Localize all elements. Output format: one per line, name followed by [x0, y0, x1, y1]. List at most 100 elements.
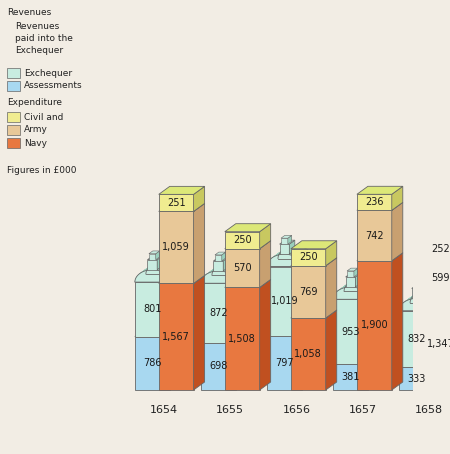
Polygon shape — [208, 265, 220, 273]
Polygon shape — [344, 280, 356, 288]
Polygon shape — [340, 281, 351, 290]
Polygon shape — [346, 279, 357, 287]
Polygon shape — [204, 267, 216, 276]
Polygon shape — [410, 291, 422, 299]
Polygon shape — [399, 311, 434, 367]
Polygon shape — [260, 280, 270, 390]
Text: 1,019: 1,019 — [270, 296, 298, 306]
Polygon shape — [356, 280, 367, 288]
Polygon shape — [424, 291, 436, 300]
Polygon shape — [392, 186, 403, 210]
Polygon shape — [291, 266, 326, 318]
Polygon shape — [357, 210, 392, 261]
Polygon shape — [201, 273, 212, 281]
Polygon shape — [260, 224, 270, 249]
Polygon shape — [359, 281, 371, 289]
Polygon shape — [404, 294, 415, 302]
Polygon shape — [277, 247, 288, 256]
Polygon shape — [225, 241, 270, 249]
Polygon shape — [201, 283, 236, 342]
Polygon shape — [291, 247, 303, 256]
Text: 1,508: 1,508 — [228, 334, 256, 344]
Text: Expenditure: Expenditure — [7, 98, 63, 107]
Polygon shape — [363, 283, 375, 291]
Polygon shape — [267, 256, 279, 265]
Text: 797: 797 — [275, 358, 294, 368]
Text: 570: 570 — [233, 263, 252, 273]
Polygon shape — [409, 291, 421, 300]
Polygon shape — [360, 281, 372, 289]
Polygon shape — [135, 270, 170, 282]
Polygon shape — [167, 267, 178, 276]
Polygon shape — [300, 253, 311, 262]
Polygon shape — [149, 254, 156, 260]
Polygon shape — [356, 273, 361, 287]
Polygon shape — [392, 253, 403, 390]
Polygon shape — [268, 254, 279, 262]
Polygon shape — [401, 296, 413, 305]
Polygon shape — [297, 250, 309, 259]
Polygon shape — [157, 262, 168, 270]
Polygon shape — [146, 262, 158, 271]
Polygon shape — [202, 271, 213, 279]
Polygon shape — [333, 289, 344, 298]
Polygon shape — [292, 247, 304, 256]
Polygon shape — [286, 246, 298, 254]
Polygon shape — [147, 262, 159, 270]
Polygon shape — [224, 264, 236, 272]
Polygon shape — [166, 266, 177, 275]
Polygon shape — [357, 280, 369, 288]
Polygon shape — [418, 291, 430, 299]
Polygon shape — [343, 280, 355, 288]
Polygon shape — [229, 266, 241, 274]
Polygon shape — [201, 272, 212, 281]
Polygon shape — [201, 274, 212, 282]
Polygon shape — [338, 282, 349, 291]
Polygon shape — [279, 244, 289, 254]
Polygon shape — [235, 273, 247, 281]
Polygon shape — [434, 300, 445, 309]
Polygon shape — [222, 252, 225, 261]
Polygon shape — [206, 266, 218, 274]
Polygon shape — [301, 254, 312, 262]
Polygon shape — [399, 298, 434, 311]
Polygon shape — [272, 249, 284, 258]
Polygon shape — [365, 285, 377, 294]
Polygon shape — [143, 263, 155, 271]
Polygon shape — [358, 280, 370, 288]
Polygon shape — [205, 267, 216, 276]
Polygon shape — [151, 262, 163, 270]
Polygon shape — [202, 270, 214, 278]
Polygon shape — [423, 291, 450, 298]
Polygon shape — [267, 255, 279, 264]
Polygon shape — [218, 263, 230, 271]
Polygon shape — [420, 291, 432, 299]
Text: 251: 251 — [167, 198, 185, 208]
Polygon shape — [293, 248, 305, 256]
Polygon shape — [236, 335, 247, 390]
Polygon shape — [423, 241, 450, 258]
Polygon shape — [231, 267, 243, 276]
Polygon shape — [270, 252, 281, 260]
Polygon shape — [433, 300, 445, 308]
Polygon shape — [135, 282, 170, 336]
Polygon shape — [267, 336, 302, 390]
Polygon shape — [400, 298, 412, 306]
Polygon shape — [416, 291, 428, 298]
Polygon shape — [335, 285, 347, 293]
Polygon shape — [135, 270, 147, 279]
Polygon shape — [430, 295, 441, 303]
Polygon shape — [281, 238, 288, 244]
Polygon shape — [302, 257, 313, 265]
Polygon shape — [301, 255, 312, 264]
Polygon shape — [284, 246, 296, 254]
Polygon shape — [267, 257, 278, 265]
Polygon shape — [281, 235, 292, 238]
Polygon shape — [431, 296, 442, 305]
Polygon shape — [234, 270, 245, 278]
Polygon shape — [149, 251, 160, 254]
Polygon shape — [274, 248, 285, 257]
Polygon shape — [428, 293, 439, 301]
Polygon shape — [333, 364, 368, 390]
Polygon shape — [423, 298, 450, 390]
